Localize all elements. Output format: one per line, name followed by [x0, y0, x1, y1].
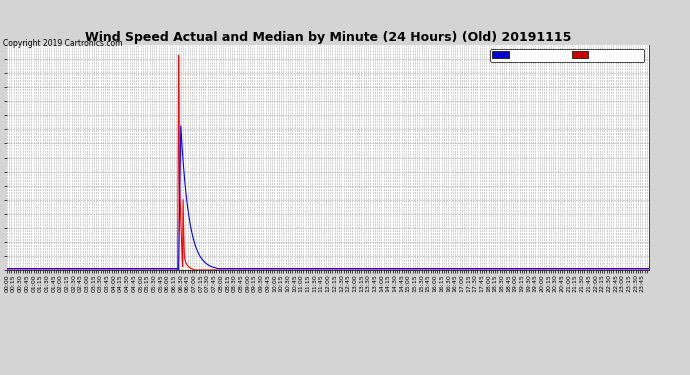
Text: Copyright 2019 Cartronics.com: Copyright 2019 Cartronics.com [3, 39, 123, 48]
Legend: Median (mph), Wind  (mph): Median (mph), Wind (mph) [491, 49, 644, 62]
Title: Wind Speed Actual and Median by Minute (24 Hours) (Old) 20191115: Wind Speed Actual and Median by Minute (… [85, 31, 571, 44]
